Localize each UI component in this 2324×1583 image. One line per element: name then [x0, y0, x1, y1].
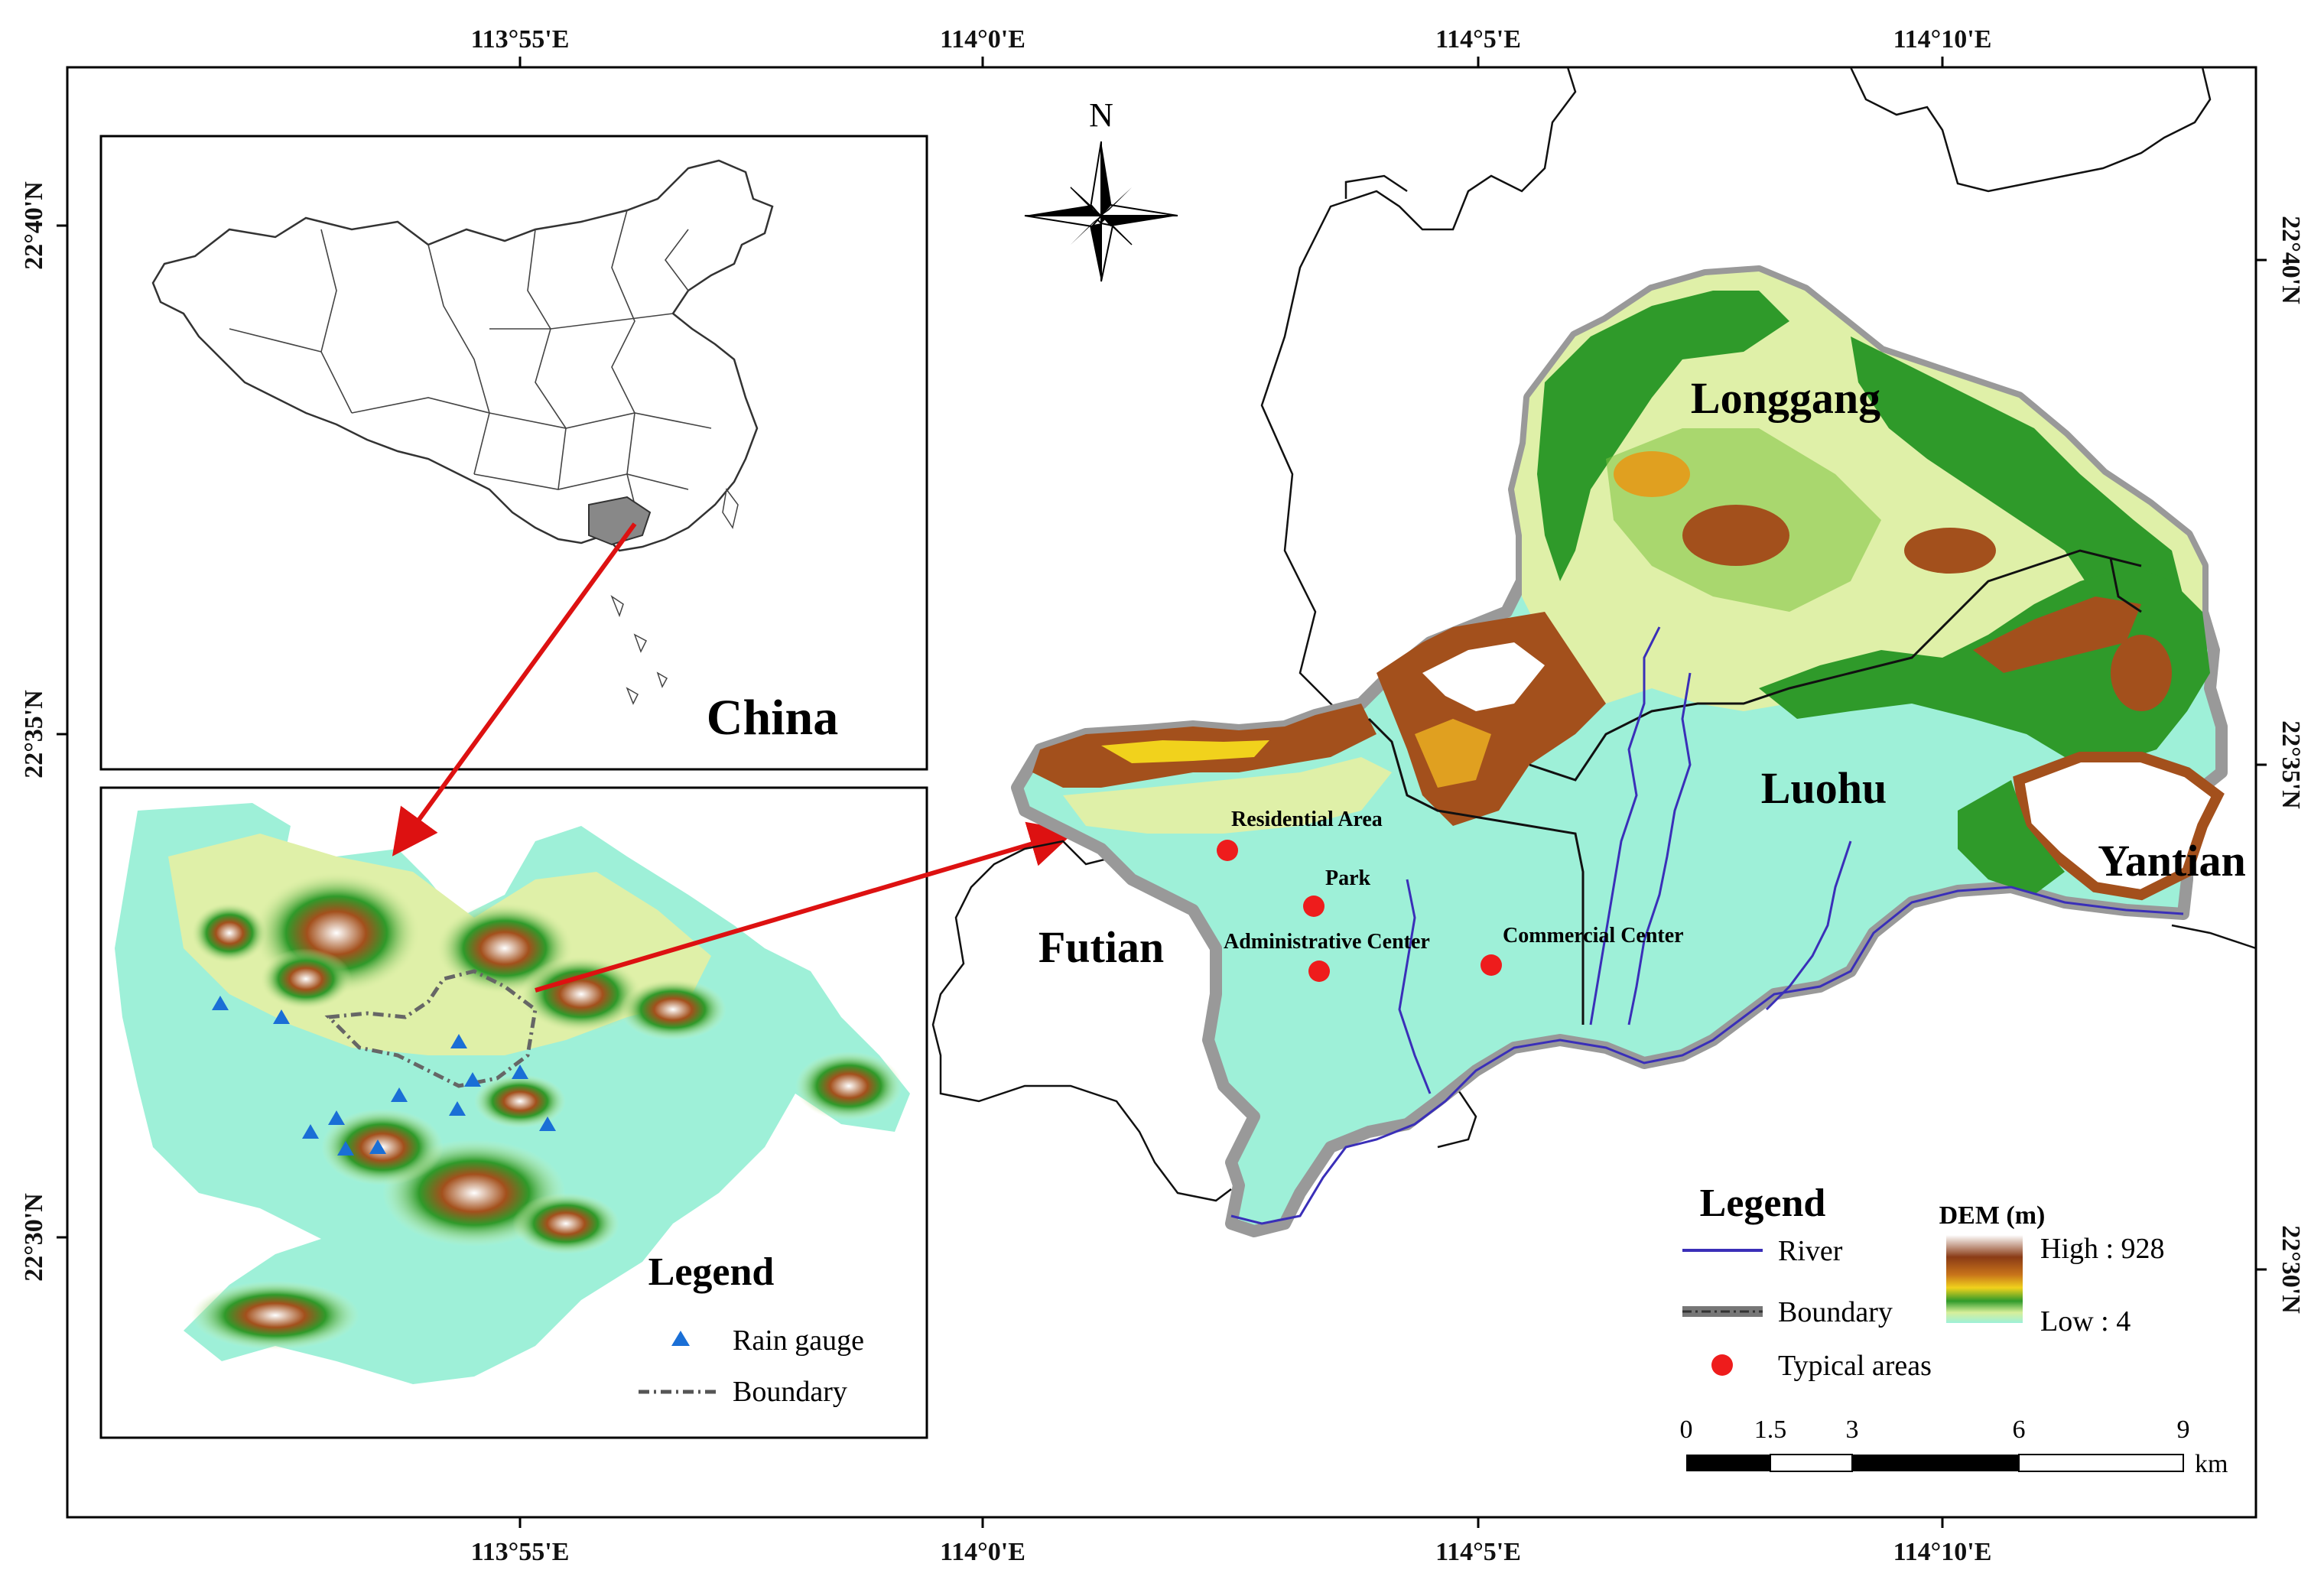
district-longgang: Longgang [1691, 373, 1880, 423]
typical-administrative [1308, 961, 1330, 982]
right-tick-1: 22°40'N [2277, 216, 2305, 304]
left-tick-2: 22°35'N [20, 690, 48, 778]
forest-north [1537, 291, 1789, 581]
right-tick-2: 22°35'N [2277, 720, 2305, 809]
hill-patch [1904, 528, 1996, 574]
dem-high-label: High : 928 [2040, 1233, 2165, 1265]
ridge-orange [1415, 719, 1491, 788]
dem-title: DEM (m) [1939, 1201, 2046, 1230]
dem-low-label: Low : 4 [2040, 1305, 2131, 1338]
inset-china: China [99, 135, 928, 771]
legend-river-label: River [1778, 1235, 1843, 1267]
label-commercial: Commercial Center [1503, 924, 1684, 948]
china-outline [151, 159, 774, 552]
guangdong-highlight [588, 496, 652, 546]
main-legend: Legend River Boundary Typical areas DEM … [1682, 1182, 2165, 1382]
hill-patch [1614, 451, 1690, 497]
legend-typical-label: Typical areas [1778, 1350, 1932, 1382]
label-park: Park [1325, 866, 1371, 890]
bottom-tick-1: 113°55'E [471, 1538, 570, 1566]
yantian-forest [1958, 780, 2065, 895]
legend-boundary-label: Boundary [1778, 1296, 1893, 1328]
region-boundary [324, 969, 538, 1088]
legend-typical-dot [1711, 1354, 1733, 1376]
scale-label-3: 6 [2013, 1416, 2026, 1444]
scale-label-2: 3 [1846, 1416, 1859, 1444]
label-administrative: Administrative Center [1224, 930, 1430, 954]
typical-park [1303, 896, 1325, 917]
scale-bar: 0 1.5 3 6 9 km [1680, 1416, 2228, 1478]
peak-longgang [1422, 642, 1545, 711]
main-study-area: Residential Area Park Administrative Cen… [1011, 265, 2246, 1237]
upland-north [1514, 271, 2202, 711]
main-legend-title: Legend [1700, 1182, 1826, 1225]
scale-unit: km [2195, 1450, 2228, 1478]
futian-foothills [1063, 757, 1392, 834]
scale-seg-1 [1686, 1455, 1770, 1471]
left-tick-3: 22°30'N [20, 1193, 48, 1282]
inset-legend-title: Legend [648, 1250, 775, 1294]
rain-gauges [212, 996, 556, 1156]
china-province-lines [229, 210, 712, 536]
locator-arrows [392, 522, 1076, 993]
inset-region: Legend Rain gauge Boundary [99, 786, 928, 1439]
district-futian: Futian [1038, 922, 1164, 972]
top-tick-4: 114°10'E [1893, 25, 1992, 54]
left-tick-1: 22°40'N [20, 181, 48, 270]
district-boundaries [1367, 549, 2142, 1025]
typical-areas [1217, 840, 1502, 982]
forest-east [1851, 336, 2187, 627]
district-yantian: Yantian [2098, 836, 2245, 886]
top-tick-1: 113°55'E [471, 25, 570, 54]
scale-seg-3 [1852, 1455, 2019, 1471]
frame-ticks [57, 57, 2267, 1528]
inset-legend-triangle [671, 1331, 690, 1346]
north-arrow: N [1024, 96, 1178, 282]
islands [610, 488, 739, 705]
top-tick-2: 114°0'E [940, 25, 1025, 54]
typical-residential [1217, 840, 1238, 861]
ridge-futian-yellow [1101, 740, 1269, 763]
scale-seg-2 [1770, 1454, 1853, 1472]
peak-yantian [2013, 752, 2225, 901]
hill-patch [2111, 635, 2172, 711]
ridge-luohu-brown [1973, 596, 2141, 673]
inset-legend-rain-gauge: Rain gauge [733, 1325, 864, 1357]
bottom-tick-4: 114°10'E [1893, 1538, 1992, 1566]
typical-commercial [1481, 954, 1502, 976]
china-label: China [707, 690, 838, 746]
scale-label-1: 1.5 [1754, 1416, 1787, 1444]
district-luohu: Luohu [1761, 763, 1887, 813]
scale-seg-4 [2018, 1454, 2184, 1472]
bottom-tick-2: 114°0'E [940, 1538, 1025, 1566]
bottom-tick-3: 114°5'E [1435, 1538, 1521, 1566]
north-label: N [1089, 96, 1113, 134]
label-residential: Residential Area [1231, 808, 1383, 831]
inset-legend-boundary: Boundary [733, 1376, 847, 1408]
scale-label-4: 9 [2177, 1416, 2190, 1444]
dem-color-ramp [1946, 1235, 2023, 1323]
right-tick-3: 22°30'N [2277, 1225, 2305, 1314]
scale-label-0: 0 [1680, 1416, 1693, 1444]
top-tick-3: 114°5'E [1435, 25, 1521, 54]
hill-patch [1682, 505, 1789, 566]
rivers [1230, 626, 2184, 1225]
